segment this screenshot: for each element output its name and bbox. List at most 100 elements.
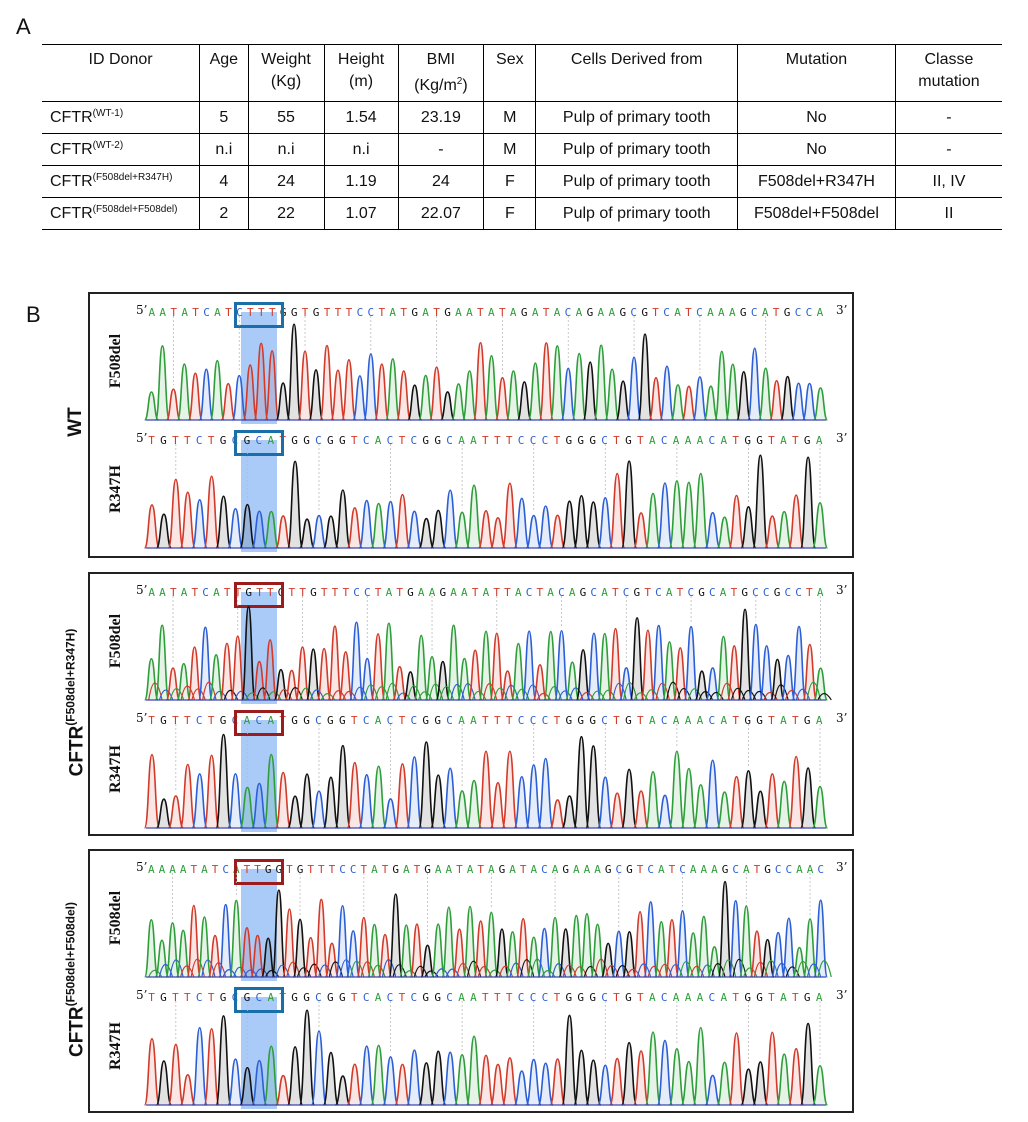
peak — [764, 515, 781, 549]
peak — [286, 795, 304, 829]
peak — [346, 1063, 363, 1106]
peak — [478, 630, 494, 701]
cell-classe: II, IV — [894, 165, 1002, 198]
peak — [609, 472, 626, 549]
peak — [728, 494, 745, 549]
three-prime-label: 3’ — [836, 711, 848, 725]
peak — [230, 635, 246, 701]
peak — [811, 1064, 829, 1106]
three-prime-label: 3’ — [836, 988, 848, 1002]
peak — [227, 507, 244, 549]
col-age: Age — [199, 44, 249, 102]
cell-mutation: No — [737, 133, 896, 166]
secondary-peak — [732, 958, 747, 978]
peak — [143, 753, 161, 829]
peak — [167, 1043, 185, 1106]
peak — [776, 510, 793, 549]
peak — [747, 347, 763, 421]
peak — [680, 767, 697, 829]
peak — [176, 662, 192, 701]
peak — [239, 503, 256, 549]
peak — [571, 352, 587, 421]
peak — [335, 904, 350, 978]
track-label: F508del — [107, 613, 124, 669]
secondary-peak — [148, 969, 163, 978]
peak — [220, 382, 236, 421]
peak — [525, 764, 542, 829]
peak — [575, 649, 591, 701]
peak — [586, 632, 602, 701]
peak — [707, 946, 722, 978]
table-row: CFTR(F508del+F508del) 2 22 1.07 22.07 F Pulp o… — [42, 197, 1002, 230]
peak — [748, 623, 764, 701]
peak — [561, 1014, 578, 1106]
peak — [549, 514, 566, 549]
peak — [322, 1051, 340, 1106]
peak — [714, 350, 730, 421]
peak — [209, 359, 225, 421]
peak — [758, 367, 774, 421]
peak — [253, 342, 269, 421]
peak — [239, 786, 256, 829]
peak — [670, 384, 686, 421]
peak — [659, 365, 675, 421]
peak — [310, 790, 328, 829]
codon-box — [234, 582, 284, 608]
secondary-peak — [424, 970, 439, 978]
donor-id-superscript: (WT-2) — [92, 140, 124, 151]
peak — [694, 670, 710, 701]
peak — [629, 617, 645, 701]
peak — [549, 345, 565, 421]
peak — [792, 946, 807, 978]
peak — [538, 342, 554, 421]
peak — [406, 756, 423, 829]
cell-age: 4 — [199, 165, 249, 198]
peak — [740, 505, 757, 549]
peak — [251, 510, 268, 549]
peak — [738, 905, 754, 978]
peak — [388, 893, 404, 978]
peak — [683, 625, 699, 701]
peak — [446, 624, 462, 701]
sequence-bases: TGTTCTGCACATGGCGGTCACTCGGCAATTTCCCTGGGCT… — [148, 714, 828, 727]
cell-weight: 24 — [247, 165, 325, 198]
sequence-bases: AAAATATCATTGGTGTTTCCTATGATGAATATAGATACAG… — [148, 863, 829, 876]
peak — [477, 750, 495, 829]
peak — [564, 661, 580, 701]
secondary-peak — [601, 689, 616, 701]
secondary-peak — [417, 691, 433, 701]
cell-age: 5 — [199, 101, 249, 134]
sequence-bases: TGTTCTGCGCATGGCGGTCACTCGGCAATTTCCCTGGGCT… — [148, 434, 828, 447]
peak — [537, 927, 552, 978]
peak — [799, 1022, 817, 1106]
cell-mutation: No — [737, 101, 896, 134]
peak — [239, 1066, 256, 1106]
peak — [764, 773, 781, 829]
cell-sex: F — [483, 165, 536, 198]
peak — [398, 924, 414, 978]
peak — [407, 384, 423, 421]
peak — [604, 368, 620, 421]
peak — [396, 370, 412, 421]
peak — [352, 375, 368, 421]
peak — [215, 733, 232, 829]
col-sex: Sex — [483, 44, 536, 102]
peak — [615, 380, 631, 421]
peak — [681, 385, 697, 421]
col-weight: Weight (Kg) — [247, 44, 325, 102]
peak — [319, 344, 335, 421]
cell-age: n.i — [199, 133, 249, 166]
secondary-peak — [711, 963, 726, 978]
secondary-peak — [795, 688, 811, 701]
peak — [263, 753, 280, 829]
peak — [143, 504, 161, 549]
peak — [275, 515, 292, 549]
peak — [175, 929, 191, 978]
peak — [313, 898, 329, 978]
peak — [406, 510, 423, 549]
donor-id: CFTR — [50, 109, 93, 126]
peak — [513, 1070, 530, 1106]
peak — [618, 667, 634, 701]
peak — [704, 759, 721, 829]
peak — [382, 500, 399, 549]
